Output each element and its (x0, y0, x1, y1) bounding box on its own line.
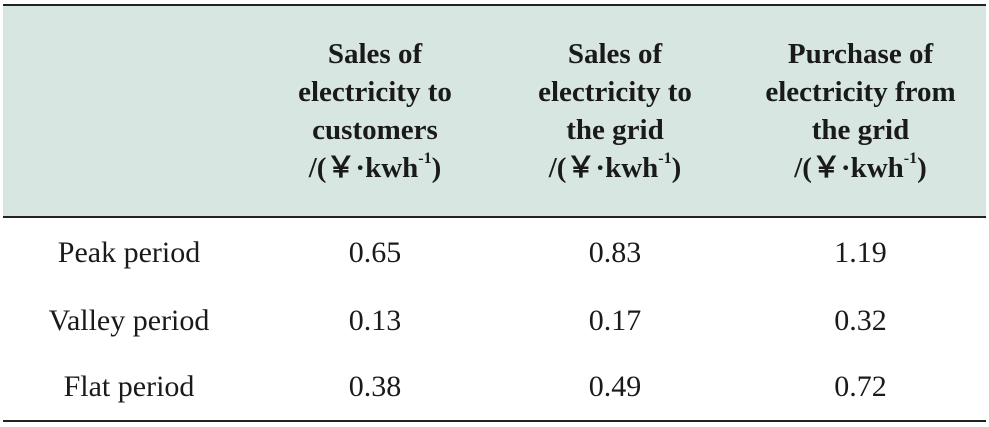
unit-exponent: -1 (418, 150, 432, 168)
value-cell: 0.49 (588, 370, 642, 403)
unit-suffix: ) (917, 152, 927, 184)
header-unit: /(￥·kwh-1) (739, 149, 982, 187)
header-sales-to-grid: Sales of electricity to the grid /(￥·kwh… (495, 5, 735, 217)
table-row-valley: Valley period 0.13 0.17 0.32 (3, 287, 986, 354)
header-line: Purchase of (787, 38, 934, 70)
value-cell: 0.83 (588, 235, 642, 269)
header-line: customers (312, 114, 438, 146)
header-purchase-from-grid: Purchase of electricity from the grid /(… (735, 5, 986, 217)
unit-exponent: -1 (903, 150, 918, 168)
electricity-price-table: Sales of electricity to customers /(￥·kw… (3, 4, 986, 422)
header-sales-to-customers: Sales of electricity to customers /(￥·kw… (255, 5, 495, 217)
table-body: Peak period 0.65 0.83 1.19 Valley period… (3, 217, 986, 421)
header-line: the grid (566, 114, 664, 146)
value-cell: 0.32 (834, 303, 887, 337)
header-empty-cell (3, 5, 255, 217)
value-cell: 0.38 (348, 370, 402, 403)
header-unit: /(￥·kwh-1) (259, 149, 491, 187)
unit-prefix: /(￥·kwh (794, 152, 904, 184)
table-row-flat: Flat period 0.38 0.49 0.72 (3, 354, 986, 421)
value-cell: 0.13 (348, 303, 402, 337)
header-unit: /(￥·kwh-1) (499, 149, 731, 187)
unit-prefix: /(￥·kwh (548, 152, 659, 184)
unit-exponent: -1 (658, 150, 672, 168)
value-cell: 1.19 (834, 235, 887, 269)
header-row: Sales of electricity to customers /(￥·kw… (3, 5, 986, 217)
value-cell: 0.65 (348, 235, 402, 269)
unit-suffix: ) (431, 152, 442, 184)
row-label-cell: Valley period (48, 303, 210, 337)
header-line: the grid (811, 114, 910, 146)
value-cell: 0.72 (834, 370, 887, 403)
header-line: Sales of (327, 38, 423, 70)
table-header: Sales of electricity to customers /(￥·kw… (3, 5, 986, 217)
header-line: electricity to (538, 76, 692, 108)
header-line: electricity from (765, 76, 956, 108)
header-line: Sales of (567, 38, 663, 70)
header-line: electricity to (298, 76, 452, 108)
price-table-container: Sales of electricity to customers /(￥·kw… (3, 4, 986, 423)
row-label-cell: Peak period (57, 235, 201, 269)
value-cell: 0.17 (588, 303, 642, 337)
unit-prefix: /(￥·kwh (308, 152, 419, 184)
table-row-peak: Peak period 0.65 0.83 1.19 (3, 217, 986, 287)
unit-suffix: ) (671, 152, 682, 184)
row-label-cell: Flat period (63, 370, 195, 403)
